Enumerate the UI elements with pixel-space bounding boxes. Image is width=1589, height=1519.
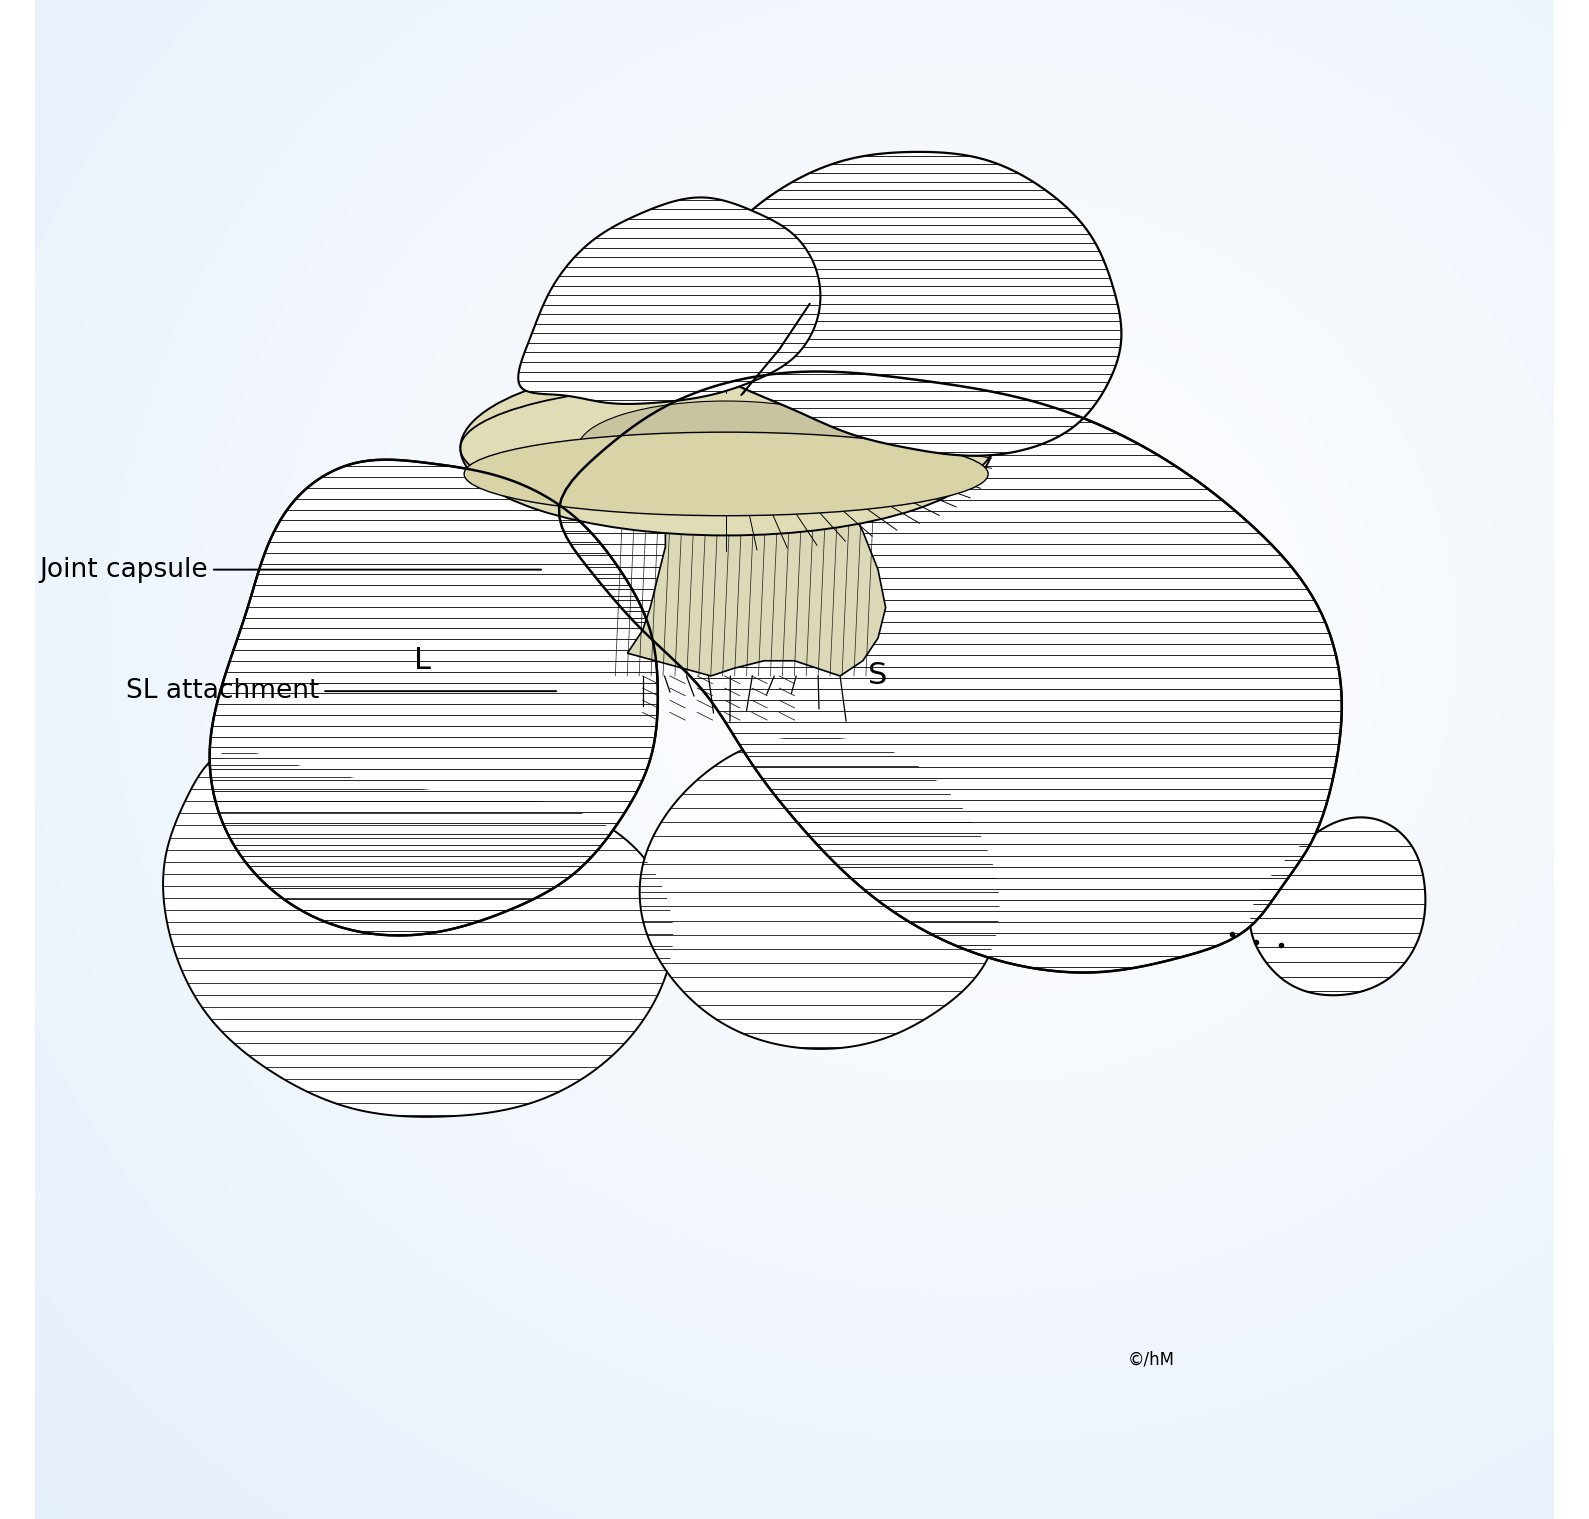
Ellipse shape (410, 111, 1545, 1165)
Polygon shape (210, 460, 658, 936)
Ellipse shape (145, 0, 1589, 1411)
Ellipse shape (853, 523, 1101, 753)
Ellipse shape (286, 0, 1589, 1279)
Ellipse shape (551, 243, 1401, 1033)
Ellipse shape (356, 62, 1589, 1214)
Ellipse shape (303, 12, 1589, 1264)
Ellipse shape (162, 0, 1589, 1394)
Ellipse shape (623, 308, 1332, 968)
Polygon shape (664, 152, 1122, 456)
Ellipse shape (338, 46, 1589, 1230)
Text: ©/hM: ©/hM (1128, 1350, 1174, 1369)
Ellipse shape (605, 292, 1349, 984)
Ellipse shape (782, 457, 1171, 819)
Ellipse shape (445, 144, 1508, 1132)
Ellipse shape (249, 0, 1589, 1312)
Ellipse shape (941, 605, 1012, 671)
Ellipse shape (197, 0, 1589, 1363)
Ellipse shape (888, 556, 1065, 720)
Ellipse shape (462, 161, 1490, 1115)
Ellipse shape (461, 362, 992, 536)
Ellipse shape (747, 424, 1208, 852)
Ellipse shape (375, 79, 1579, 1197)
Ellipse shape (906, 573, 1047, 703)
Ellipse shape (923, 589, 1030, 687)
Ellipse shape (834, 506, 1119, 770)
Ellipse shape (427, 128, 1525, 1148)
Text: L: L (413, 646, 431, 676)
Polygon shape (1251, 817, 1425, 995)
Text: S: S (868, 661, 888, 691)
Ellipse shape (56, 0, 1589, 1493)
Ellipse shape (675, 358, 1278, 917)
Polygon shape (559, 372, 1341, 972)
Ellipse shape (321, 29, 1589, 1247)
Ellipse shape (534, 226, 1421, 1050)
Ellipse shape (693, 375, 1260, 901)
Ellipse shape (817, 491, 1136, 787)
Ellipse shape (640, 325, 1314, 951)
Ellipse shape (480, 178, 1473, 1098)
Ellipse shape (180, 0, 1589, 1379)
Ellipse shape (215, 0, 1589, 1346)
Ellipse shape (392, 94, 1562, 1182)
Ellipse shape (658, 342, 1295, 934)
Ellipse shape (464, 433, 988, 516)
Ellipse shape (19, 0, 1589, 1519)
Ellipse shape (126, 0, 1589, 1428)
Ellipse shape (799, 474, 1154, 802)
Ellipse shape (73, 0, 1589, 1476)
Ellipse shape (232, 0, 1589, 1329)
Ellipse shape (960, 621, 995, 655)
Text: Joint capsule: Joint capsule (40, 556, 542, 583)
Ellipse shape (516, 210, 1438, 1066)
Ellipse shape (710, 390, 1243, 884)
Ellipse shape (764, 441, 1190, 835)
